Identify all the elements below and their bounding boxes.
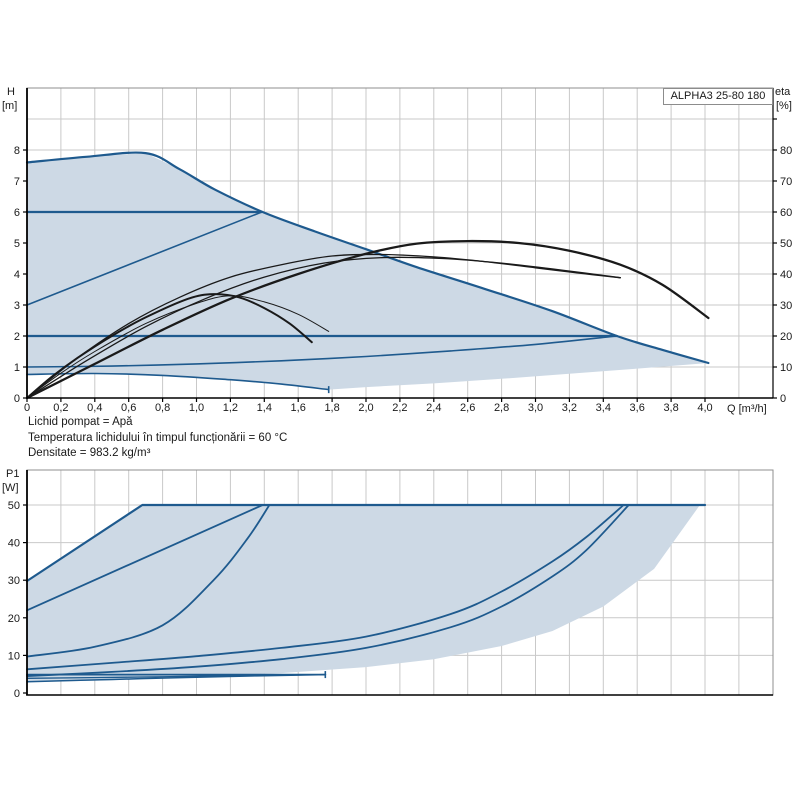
svg-text:0: 0 [24, 402, 30, 414]
pump-model-label: ALPHA3 25-80 180 [663, 88, 773, 105]
svg-text:1,8: 1,8 [324, 402, 339, 414]
operating-envelope-fill [27, 153, 709, 390]
svg-text:1,0: 1,0 [189, 402, 204, 414]
svg-text:0: 0 [780, 393, 786, 405]
svg-text:3: 3 [14, 300, 20, 312]
svg-text:50: 50 [780, 238, 792, 250]
eta-curve-mid-2 [26, 256, 621, 399]
svg-text:50: 50 [8, 500, 20, 512]
svg-text:20: 20 [8, 613, 20, 625]
eta-curve-max [25, 239, 710, 400]
svg-text:70: 70 [780, 176, 792, 188]
power-axis-symbol: P1 [6, 468, 20, 480]
svg-text:3,6: 3,6 [630, 402, 645, 414]
svg-text:0: 0 [14, 393, 20, 405]
prop-pressure-min [26, 335, 618, 368]
svg-text:80: 80 [780, 145, 792, 157]
svg-text:1,4: 1,4 [257, 402, 272, 414]
svg-text:3,8: 3,8 [663, 402, 678, 414]
note-density: Densitate = 983.2 kg/m³ [28, 447, 151, 459]
svg-text:2: 2 [14, 331, 20, 343]
svg-text:0: 0 [14, 688, 20, 700]
svg-text:7: 7 [14, 176, 20, 188]
svg-text:10: 10 [8, 650, 20, 662]
svg-text:30: 30 [780, 300, 792, 312]
svg-text:0,6: 0,6 [121, 402, 136, 414]
svg-text:0,8: 0,8 [155, 402, 170, 414]
head-axis-symbol: H [7, 86, 15, 98]
svg-text:2,2: 2,2 [392, 402, 407, 414]
note-liquid-temperature: Temperatura lichidului în timpul funcțio… [28, 431, 288, 444]
prop-pressure-max [26, 211, 263, 306]
svg-text:3,0: 3,0 [528, 402, 543, 414]
power-cc-6m [26, 504, 264, 612]
svg-text:40: 40 [8, 538, 20, 550]
svg-text:30: 30 [8, 575, 20, 587]
eta-curve-mid-1 [26, 253, 621, 399]
svg-text:2,0: 2,0 [358, 402, 373, 414]
svg-text:2,4: 2,4 [426, 402, 441, 414]
svg-text:4,0: 4,0 [697, 402, 712, 414]
power-flow-chart: 0 10 20 30 40 50 [8, 469, 774, 700]
svg-text:3,2: 3,2 [562, 402, 577, 414]
power-max-speed [25, 503, 707, 583]
svg-text:10: 10 [780, 362, 792, 374]
note-pumped-liquid: Lichid pompat = Apă [28, 416, 133, 428]
svg-text:40: 40 [780, 269, 792, 281]
flow-axis-title: Q [m³/h] [727, 403, 767, 415]
svg-text:1,2: 1,2 [223, 402, 238, 414]
svg-text:8: 8 [14, 145, 20, 157]
power-cc-2m [26, 504, 625, 671]
power-prop-min [26, 504, 630, 677]
operating-envelope-fill [27, 505, 700, 683]
efficiency-axis-symbol: eta [775, 86, 791, 98]
svg-text:20: 20 [780, 331, 792, 343]
svg-text:0,2: 0,2 [53, 402, 68, 414]
svg-text:2,8: 2,8 [494, 402, 509, 414]
operating-conditions-notes: Lichid pompat = Apă Temperatura lichidul… [28, 415, 287, 462]
head-axis-unit: [m] [2, 100, 18, 112]
eta-curve-low-2 [26, 295, 330, 399]
svg-text:2,6: 2,6 [460, 402, 475, 414]
svg-text:0,4: 0,4 [87, 402, 102, 414]
svg-text:5: 5 [14, 238, 20, 250]
min-speed-curve [26, 372, 330, 391]
svg-text:1,6: 1,6 [291, 402, 306, 414]
svg-text:1: 1 [14, 362, 20, 374]
efficiency-axis-unit: [%] [776, 100, 792, 112]
svg-text:6: 6 [14, 207, 20, 219]
svg-text:60: 60 [780, 207, 792, 219]
svg-text:4: 4 [14, 269, 20, 281]
tick-labels: 0 10 20 30 40 50 [8, 500, 27, 700]
power-axis-unit: [W] [2, 482, 19, 494]
svg-text:3,4: 3,4 [596, 402, 611, 414]
max-speed-curve [25, 151, 710, 365]
power-prop-max [26, 504, 271, 658]
